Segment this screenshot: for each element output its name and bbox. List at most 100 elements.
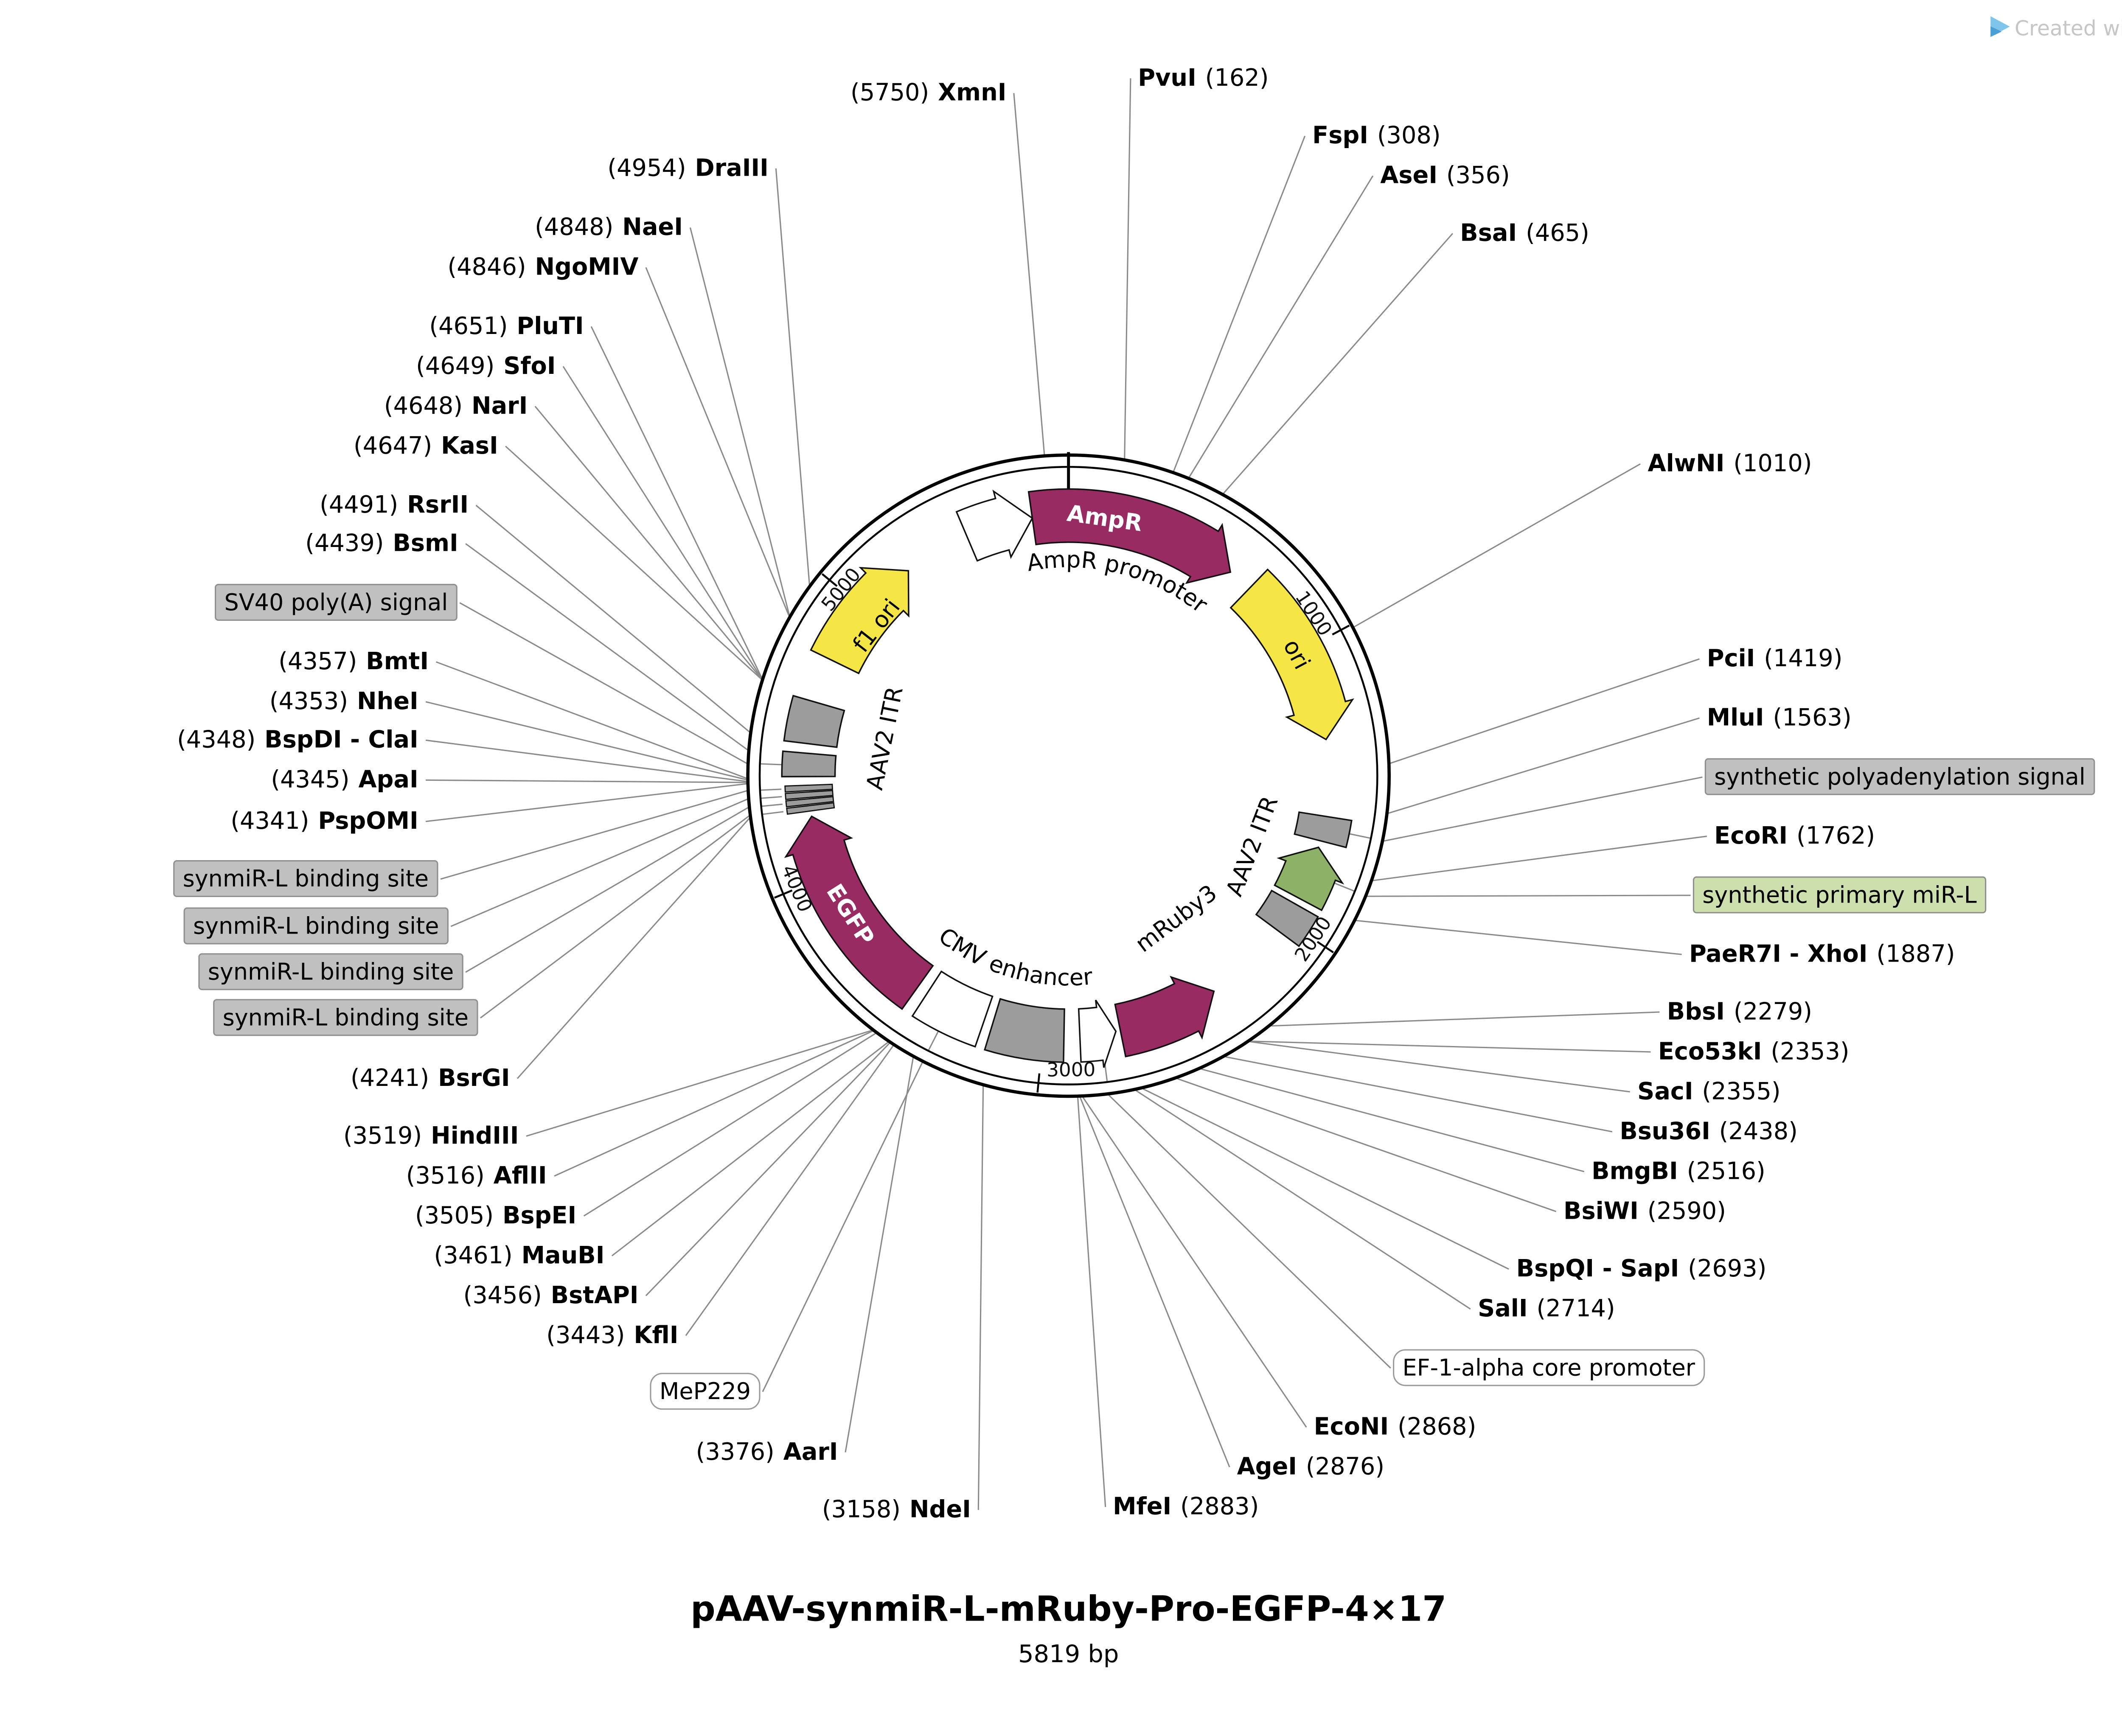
- site-label-paer7i-xhoi-40[interactable]: PaeR7I - XhoI (1887): [1689, 940, 1955, 968]
- feature-ampr-promoter-0[interactable]: [955, 489, 1033, 562]
- site-label-bmgbi-45[interactable]: BmgBI (2516): [1592, 1157, 1766, 1185]
- site-label-group-aari-28[interactable]: (3376) AarI: [696, 1438, 838, 1466]
- site-label-group-ndei-29[interactable]: (3158) NdeI: [822, 1496, 971, 1523]
- site-label-nhei-12[interactable]: (4353) NheI: [269, 687, 418, 715]
- site-label-bsrgi-20[interactable]: (4241) BsrGI: [351, 1064, 510, 1092]
- site-label-pvui-30[interactable]: PvuI (162): [1138, 64, 1269, 92]
- site-label-kfli-26[interactable]: (3443) KflI: [546, 1321, 678, 1349]
- site-label-group-mlui-36[interactable]: MluI (1563): [1707, 704, 1852, 732]
- site-label-ndei-29[interactable]: (3158) NdeI: [822, 1496, 971, 1523]
- site-label-group-apai-14[interactable]: (4345) ApaI: [271, 766, 418, 794]
- site-label-group-bspei-23[interactable]: (3505) BspEI: [415, 1202, 576, 1229]
- site-label-maubi-24[interactable]: (3461) MauBI: [434, 1242, 605, 1269]
- site-label-group-draiii-1[interactable]: (4954) DraIII: [607, 154, 768, 182]
- feature-f1-ori-17[interactable]: [810, 567, 909, 675]
- site-label-group-ecori-38[interactable]: EcoRI (1762): [1714, 822, 1875, 850]
- feature-synthetic-polyadenylation-signal-3[interactable]: [1294, 811, 1353, 849]
- site-label-mlui-36[interactable]: MluI (1563): [1707, 704, 1852, 732]
- site-label-box-synmir-l-binding-site-18[interactable]: [198, 953, 463, 990]
- site-label-group-hindiii-21[interactable]: (3519) HindIII: [343, 1122, 519, 1150]
- site-label-group-xmni-0[interactable]: (5750) XmnI: [850, 79, 1006, 107]
- site-label-rsrii-8[interactable]: (4491) RsrII: [320, 491, 469, 519]
- site-label-pcii-35[interactable]: PciI (1419): [1707, 645, 1843, 672]
- site-label-box-synthetic-polyadenylation-signal-37[interactable]: [1704, 758, 2095, 795]
- site-label-saci-43[interactable]: SacI (2355): [1637, 1077, 1780, 1105]
- site-label-group-pcii-35[interactable]: PciI (1419): [1707, 645, 1843, 672]
- feature-ef-1-alpha-core-promoter-7[interactable]: [1078, 999, 1117, 1068]
- site-label-group-paer7i-xhoi-40[interactable]: PaeR7I - XhoI (1887): [1689, 940, 1955, 968]
- site-label-group-bmgbi-45[interactable]: BmgBI (2516): [1592, 1157, 1766, 1185]
- site-label-group-agei-51[interactable]: AgeI (2876): [1237, 1453, 1385, 1481]
- site-label-group-pvui-30[interactable]: PvuI (162): [1138, 64, 1269, 92]
- site-label-group-sali-48[interactable]: SalI (2714): [1478, 1295, 1615, 1322]
- site-label-group-maubi-24[interactable]: (3461) MauBI: [434, 1242, 605, 1269]
- site-label-box-sv40-poly-a-signal-10[interactable]: [215, 583, 458, 621]
- site-label-bsmi-9[interactable]: (4439) BsmI: [305, 530, 458, 557]
- site-label-group-bstapi-25[interactable]: (3456) BstAPI: [463, 1282, 639, 1309]
- site-label-group-sv40-poly-a-signal-10[interactable]: SV40 poly(A) signal: [215, 583, 458, 621]
- site-label-synthetic-primary-mir-l-39[interactable]: synthetic primary miR-L: [1702, 881, 1976, 908]
- site-label-group-mep229-27[interactable]: MeP229: [650, 1373, 761, 1410]
- site-label-synmir-l-binding-site-19[interactable]: synmiR-L binding site: [223, 1004, 469, 1031]
- site-label-bsu36i-44[interactable]: Bsu36I (2438): [1620, 1117, 1798, 1145]
- feature-egfp-10[interactable]: [784, 815, 934, 1010]
- site-label-nari-6[interactable]: (4648) NarI: [384, 392, 528, 420]
- site-label-pluti-4[interactable]: (4651) PluTI: [429, 312, 584, 340]
- site-label-bbsi-41[interactable]: BbsI (2279): [1667, 998, 1812, 1025]
- feature-aav2-itr-5[interactable]: [1255, 889, 1319, 948]
- site-label-group-pspomi-15[interactable]: (4341) PspOMI: [230, 807, 418, 835]
- site-label-bspei-23[interactable]: (3505) BspEI: [415, 1202, 576, 1229]
- site-label-group-eco53ki-42[interactable]: Eco53kI (2353): [1658, 1038, 1850, 1065]
- site-label-group-rsrii-8[interactable]: (4491) RsrII: [320, 491, 469, 519]
- site-label-group-ef-1-alpha-core-promoter-49[interactable]: EF-1-alpha core promoter: [1393, 1349, 1705, 1386]
- site-label-group-nari-6[interactable]: (4648) NarI: [384, 392, 528, 420]
- site-label-bspqi-sapi-47[interactable]: BspQI - SapI (2693): [1516, 1255, 1767, 1282]
- site-label-apai-14[interactable]: (4345) ApaI: [271, 766, 418, 794]
- feature-ampr-1[interactable]: [1027, 488, 1232, 584]
- site-label-group-kasi-7[interactable]: (4647) KasI: [354, 432, 498, 460]
- site-label-xmni-0[interactable]: (5750) XmnI: [850, 79, 1006, 107]
- site-label-group-bsai-33[interactable]: BsaI (465): [1460, 219, 1589, 247]
- site-label-box-synmir-l-binding-site-17[interactable]: [183, 907, 449, 945]
- feature-mep229-9[interactable]: [911, 970, 994, 1048]
- feature-ori-2[interactable]: [1229, 568, 1354, 740]
- site-label-hindiii-21[interactable]: (3519) HindIII: [343, 1122, 519, 1150]
- feature-synthetic-primary-mir-l-4[interactable]: [1274, 846, 1344, 911]
- site-label-econi-50[interactable]: EcoNI (2868): [1314, 1413, 1476, 1441]
- feature-mruby3-6[interactable]: [1114, 976, 1215, 1057]
- site-label-box-synthetic-primary-mir-l-39[interactable]: [1693, 876, 1987, 914]
- site-label-group-bsu36i-44[interactable]: Bsu36I (2438): [1620, 1117, 1798, 1145]
- feature-synmir-l-binding-site-11[interactable]: [786, 802, 835, 815]
- site-label-ef-1-alpha-core-promoter-49[interactable]: EF-1-alpha core promoter: [1403, 1354, 1695, 1381]
- site-label-group-naei-2[interactable]: (4848) NaeI: [535, 213, 683, 241]
- site-label-bmti-11[interactable]: (4357) BmtI: [278, 648, 429, 675]
- site-label-sali-48[interactable]: SalI (2714): [1478, 1295, 1615, 1322]
- site-label-box-ef-1-alpha-core-promoter-49[interactable]: [1393, 1349, 1705, 1386]
- site-label-group-bspdi-clai-13[interactable]: (4348) BspDI - ClaI: [177, 726, 418, 754]
- site-label-synmir-l-binding-site-16[interactable]: synmiR-L binding site: [183, 865, 429, 892]
- site-label-group-nhei-12[interactable]: (4353) NheI: [269, 687, 418, 715]
- feature-aav2-itr-16[interactable]: [783, 695, 845, 748]
- site-label-sv40-poly-a-signal-10[interactable]: SV40 poly(A) signal: [224, 589, 448, 616]
- site-label-group-bmti-11[interactable]: (4357) BmtI: [278, 648, 429, 675]
- site-label-group-econi-50[interactable]: EcoNI (2868): [1314, 1413, 1476, 1441]
- site-label-aari-28[interactable]: (3376) AarI: [696, 1438, 838, 1466]
- site-label-ecori-38[interactable]: EcoRI (1762): [1714, 822, 1875, 850]
- site-label-box-mep229-27[interactable]: [650, 1373, 761, 1410]
- site-label-group-synthetic-primary-mir-l-39[interactable]: synthetic primary miR-L: [1693, 876, 1987, 914]
- site-label-box-synmir-l-binding-site-19[interactable]: [213, 999, 478, 1036]
- site-label-alwni-34[interactable]: AlwNI (1010): [1648, 450, 1812, 477]
- site-label-box-synmir-l-binding-site-16[interactable]: [173, 860, 438, 897]
- site-label-group-sfoi-5[interactable]: (4649) SfoI: [416, 352, 556, 380]
- site-label-group-kfli-26[interactable]: (3443) KflI: [546, 1321, 678, 1349]
- site-label-synthetic-polyadenylation-signal-37[interactable]: synthetic polyadenylation signal: [1714, 763, 2086, 790]
- site-label-group-synthetic-polyadenylation-signal-37[interactable]: synthetic polyadenylation signal: [1704, 758, 2095, 795]
- site-label-group-fspi-31[interactable]: FspI (308): [1312, 122, 1440, 149]
- site-label-bsai-33[interactable]: BsaI (465): [1460, 219, 1589, 247]
- site-label-group-asei-32[interactable]: AseI (356): [1380, 162, 1510, 189]
- site-label-eco53ki-42[interactable]: Eco53kI (2353): [1658, 1038, 1850, 1065]
- site-label-fspi-31[interactable]: FspI (308): [1312, 122, 1440, 149]
- site-label-group-saci-43[interactable]: SacI (2355): [1637, 1077, 1780, 1105]
- site-label-draiii-1[interactable]: (4954) DraIII: [607, 154, 768, 182]
- site-label-group-bsrgi-20[interactable]: (4241) BsrGI: [351, 1064, 510, 1092]
